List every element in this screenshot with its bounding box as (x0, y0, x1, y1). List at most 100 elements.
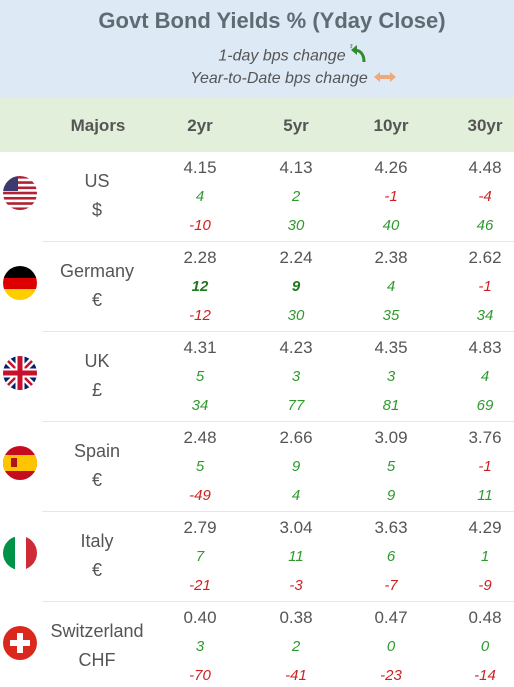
currency-symbol: $ (91, 200, 102, 220)
yield-value: 4.15 (183, 158, 217, 177)
table-row: Italy €2.79 7 -21 3.04 11 -3 3.63 6 -7 4.29 1 -9 (0, 512, 514, 602)
day-change-value: -4 (478, 188, 492, 205)
row-divider (42, 511, 514, 512)
table-row: Germany €2.28 12 -12 2.24 9 30 2.38 4 35 2.62 -1 34 (0, 242, 514, 332)
day-change-value: 4 (195, 188, 205, 205)
col-30yr: 30yr (467, 116, 503, 135)
legend-ytd-label: Year-to-Date bps change (190, 70, 368, 88)
country-name: Germany (59, 261, 135, 281)
yield-value: 2.38 (374, 248, 408, 267)
ytd-change-value: 77 (287, 397, 305, 414)
ytd-change-value: -9 (478, 577, 492, 594)
legend-1day: 1-day bps change ∂ (0, 43, 514, 69)
italy-flag-icon (3, 536, 37, 570)
us-flag-icon (3, 176, 37, 210)
yield-value: 4.13 (279, 158, 313, 177)
ytd-change-value: 40 (382, 217, 400, 234)
day-change-value: 9 (291, 458, 301, 475)
currency-symbol: € (91, 560, 102, 580)
col-majors: Majors (70, 116, 126, 135)
day-change-value: -1 (478, 278, 492, 295)
day-change-value: 4 (480, 368, 490, 385)
spain-flag-icon (3, 446, 37, 480)
ytd-change-value: -3 (289, 577, 303, 594)
table-row: Switzerland CHF 0.40 3 -70 0.38 2 -41 0.47 0 -23 0.… (0, 602, 514, 687)
yield-value: 4.23 (279, 338, 313, 357)
currency-symbol: CHF (78, 650, 116, 670)
ytd-change-value: 34 (476, 307, 494, 324)
day-change-value: 11 (288, 548, 304, 565)
row-divider (42, 601, 514, 602)
page-title: Govt Bond Yields % (Yday Close) (98, 8, 446, 33)
switzerland-flag-icon (3, 626, 37, 660)
table-row: UK £4.31 5 34 4.23 3 77 4.35 3 81 4.83 4 69 (0, 332, 514, 422)
ytd-change-value: -12 (189, 307, 211, 324)
ytd-change-value: 69 (476, 397, 494, 414)
currency-symbol: £ (91, 380, 102, 400)
ytd-change-value: 30 (287, 217, 305, 234)
ytd-change-value: -41 (285, 667, 307, 684)
col-5yr: 5yr (283, 116, 309, 135)
yield-value: 4.48 (468, 158, 502, 177)
yield-value: 4.83 (468, 338, 502, 357)
day-change-value: 2 (291, 188, 301, 205)
ytd-change-value: -14 (474, 667, 496, 684)
ytd-change-value: 9 (386, 487, 396, 504)
day-change-value: -1 (384, 188, 398, 205)
day-change-value: 2 (291, 638, 301, 655)
ytd-change-value: -23 (380, 667, 402, 684)
table-row: US $4.15 4 -10 4.13 2 30 4.26 -1 40 4.48 -4 46 (0, 152, 514, 242)
day-change-value: 9 (291, 278, 301, 295)
currency-symbol: € (91, 470, 102, 490)
yield-value: 0.47 (374, 608, 408, 627)
ytd-change-value: 11 (477, 487, 493, 504)
day-change-value: -1 (478, 458, 492, 475)
row-divider (42, 241, 514, 242)
col-10yr: 10yr (373, 116, 409, 135)
yield-value: 4.31 (183, 338, 217, 357)
ytd-change-value: 4 (291, 487, 301, 504)
green-curved-arrow-icon: ∂ (349, 43, 368, 69)
row-divider (42, 331, 514, 332)
yield-value: 0.40 (183, 608, 217, 627)
yield-value: 2.48 (183, 428, 217, 447)
legend-ytd: Year-to-Date bps change (0, 70, 514, 88)
column-header-row: Majors 2yr 5yr 10yr 30yr (0, 98, 514, 152)
yield-value: 3.76 (468, 428, 502, 447)
title-banner: Govt Bond Yields % (Yday Close) 1-day bp… (0, 0, 514, 98)
day-change-value: 7 (195, 548, 205, 565)
yield-value: 2.28 (183, 248, 217, 267)
day-change-value: 3 (386, 368, 396, 385)
day-change-value: 12 (191, 278, 209, 295)
ytd-change-value: 34 (191, 397, 209, 414)
table-row: Spain €2.48 5 -49 2.66 9 4 3.09 5 9 3.76 -1 11 (0, 422, 514, 512)
ytd-change-value: 46 (476, 217, 494, 234)
ytd-change-value: -10 (189, 217, 211, 234)
ytd-change-value: 35 (382, 307, 400, 324)
day-change-value: 1 (480, 548, 490, 565)
country-name: US (84, 171, 110, 191)
col-2yr: 2yr (187, 116, 213, 135)
day-change-value: 0 (480, 638, 490, 655)
legend-1day-label: 1-day bps change (218, 47, 346, 65)
country-name: Switzerland (50, 621, 144, 641)
yield-value: 3.63 (374, 518, 408, 537)
day-change-value: 4 (386, 278, 396, 295)
yield-value: 4.29 (468, 518, 502, 537)
germany-flag-icon (3, 266, 37, 300)
ytd-change-value: -70 (189, 667, 211, 684)
country-name: Italy (80, 531, 114, 551)
currency-symbol: € (91, 290, 102, 310)
ytd-change-value: 81 (382, 397, 400, 414)
row-divider (42, 421, 514, 422)
ytd-change-value: -49 (189, 487, 211, 504)
day-change-value: 3 (291, 368, 301, 385)
yield-value: 2.66 (279, 428, 313, 447)
day-change-value: 3 (195, 638, 205, 655)
day-change-value: 5 (195, 368, 205, 385)
country-name: Spain (73, 441, 121, 461)
ytd-change-value: -21 (189, 577, 211, 594)
day-change-value: 5 (386, 458, 396, 475)
uk-flag-icon (3, 356, 37, 390)
country-name: UK (84, 351, 110, 371)
